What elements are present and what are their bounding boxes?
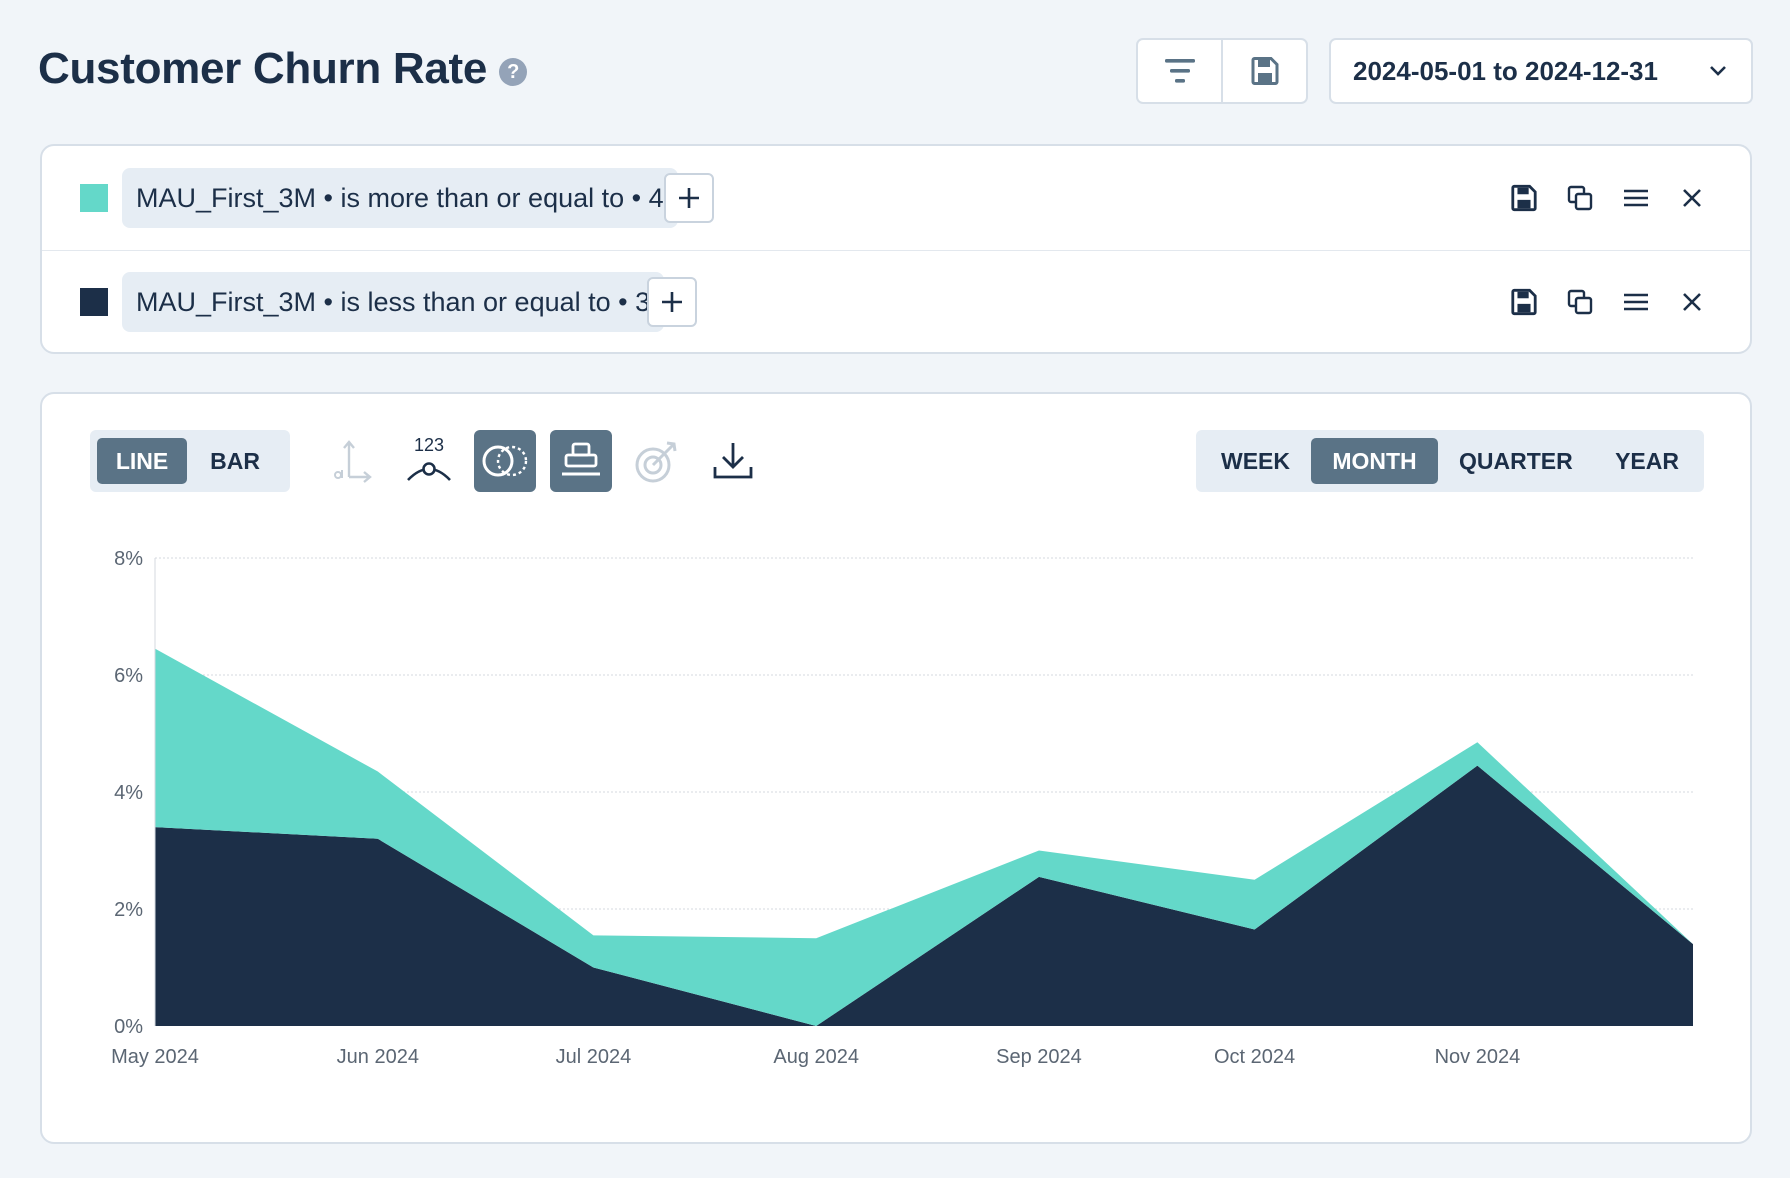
download-button[interactable] — [702, 430, 764, 492]
duplicate-icon — [1567, 185, 1593, 211]
header-icon-buttons — [1136, 38, 1308, 104]
remove-segment-button[interactable] — [1676, 286, 1708, 318]
duplicate-segment-button[interactable] — [1564, 286, 1596, 318]
overlap-icon — [482, 445, 528, 477]
y-tick-label: 0% — [114, 1016, 143, 1038]
segment-color-swatch[interactable] — [80, 288, 108, 316]
close-icon — [1683, 189, 1701, 207]
page-title-text: Customer Churn Rate — [38, 44, 488, 93]
segment-filter-label: MAU_First_3M • is more than or equal to … — [136, 182, 664, 213]
series-area — [155, 648, 1693, 1026]
page-title: Customer Churn Rate ? — [38, 44, 528, 94]
chevron-down-icon — [1710, 66, 1726, 76]
add-filter-button[interactable] — [664, 173, 714, 223]
axis-button[interactable] — [322, 430, 384, 492]
segment-menu-button[interactable] — [1620, 182, 1652, 214]
target-icon — [635, 441, 677, 483]
y-tick-label: 8% — [114, 548, 143, 570]
axis-icon — [334, 440, 372, 483]
x-tick-label: Aug 2024 — [773, 1046, 859, 1068]
segment-row: MAU_First_3M • is more than or equal to … — [42, 146, 1750, 251]
remove-segment-button[interactable] — [1676, 182, 1708, 214]
period-month[interactable]: MONTH — [1311, 438, 1438, 484]
stack-button[interactable] — [550, 430, 612, 492]
y-tick-label: 6% — [114, 665, 143, 687]
stack-icon — [562, 442, 600, 476]
overlap-button[interactable] — [474, 430, 536, 492]
segment-filter-pill[interactable]: MAU_First_3M • is more than or equal to … — [122, 168, 678, 228]
duplicate-icon — [1567, 289, 1593, 315]
x-tick-label: Oct 2024 — [1214, 1046, 1295, 1068]
plus-icon — [679, 188, 699, 208]
save-icon — [1511, 288, 1537, 316]
y-tick-label: 4% — [114, 782, 143, 804]
menu-icon — [1624, 189, 1648, 207]
x-tick-label: Nov 2024 — [1435, 1046, 1521, 1068]
data-labels-icon: 123 — [407, 435, 451, 481]
x-tick-label: Jul 2024 — [556, 1046, 632, 1068]
x-tick-label: May 2024 — [111, 1046, 199, 1068]
series-area — [155, 765, 1693, 1026]
save-segment-button[interactable] — [1508, 182, 1540, 214]
save-icon — [1511, 184, 1537, 212]
filter-button[interactable] — [1138, 40, 1221, 102]
segment-actions — [1508, 286, 1708, 318]
period-year[interactable]: YEAR — [1615, 447, 1679, 474]
save-view-button[interactable] — [1221, 40, 1306, 102]
chart-type-line[interactable]: LINE — [97, 438, 188, 484]
chart-type-bar[interactable]: BAR — [210, 447, 260, 474]
segment-filter-label: MAU_First_3M • is less than or equal to … — [136, 286, 651, 317]
x-tick-label: Jun 2024 — [337, 1046, 419, 1068]
save-icon — [1251, 57, 1278, 85]
x-tick-label: Sep 2024 — [996, 1046, 1082, 1068]
y-tick-label: 2% — [114, 899, 143, 921]
download-icon — [713, 443, 753, 479]
chart-card: LINE BAR 123 — [40, 392, 1752, 1144]
filter-icon — [1164, 59, 1195, 83]
date-range-select[interactable]: 2024-05-01 to 2024-12-31 — [1329, 38, 1753, 104]
data-labels-button[interactable]: 123 — [398, 430, 460, 492]
period-toggle: WEEK MONTH QUARTER YEAR — [1196, 430, 1704, 492]
close-icon — [1683, 293, 1701, 311]
help-icon[interactable]: ? — [499, 58, 528, 86]
segment-color-swatch[interactable] — [80, 184, 108, 212]
date-range-value: 2024-05-01 to 2024-12-31 — [1353, 55, 1658, 86]
churn-area-chart: 0% 2% 4% 6% 8% May 2024 Jun 2024 Jul 2024 Aug 20… — [111, 548, 1693, 1068]
period-quarter[interactable]: QUARTER — [1459, 447, 1573, 474]
chart-type-toggle: LINE BAR — [90, 430, 290, 492]
target-button[interactable] — [626, 430, 688, 492]
duplicate-segment-button[interactable] — [1564, 182, 1596, 214]
segment-menu-button[interactable] — [1620, 286, 1652, 318]
svg-text:123: 123 — [414, 435, 444, 455]
segments-panel: MAU_First_3M • is more than or equal to … — [40, 144, 1752, 354]
menu-icon — [1624, 293, 1648, 311]
segment-row: MAU_First_3M • is less than or equal to … — [42, 250, 1750, 354]
period-week[interactable]: WEEK — [1221, 447, 1290, 474]
segment-filter-pill[interactable]: MAU_First_3M • is less than or equal to … — [122, 272, 665, 332]
save-segment-button[interactable] — [1508, 286, 1540, 318]
plus-icon — [662, 292, 682, 312]
segment-actions — [1508, 182, 1708, 214]
add-filter-button[interactable] — [647, 277, 697, 327]
